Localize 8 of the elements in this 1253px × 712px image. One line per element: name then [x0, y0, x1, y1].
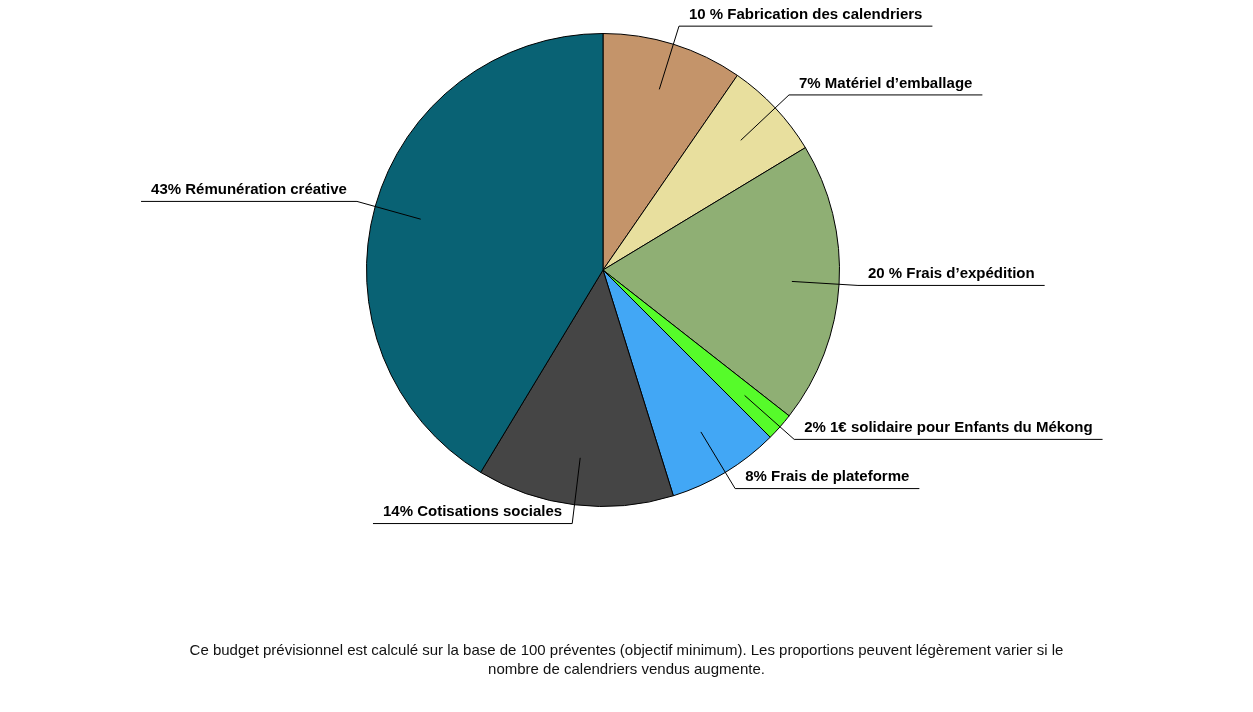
slice-label: 20 % Frais d’expédition	[867, 264, 1035, 282]
slice-label: 14% Cotisations sociales	[382, 502, 563, 520]
slice-label: 8% Frais de plateforme	[745, 467, 910, 485]
slice-label: 2% 1€ solidaire pour Enfants du Mékong	[804, 418, 1093, 436]
text: Ce budget prévisionnel est calculé sur la base de 100 préventes (objectif minimum). Les proportions peuvent légèrement varier si le nombre de calendriers vendus augmente.	[188, 640, 1065, 678]
slice-label: 43% Rémunération créative	[151, 180, 347, 198]
slice-label: 7% Matériel d’emballage	[798, 73, 973, 91]
slice-label: 10 % Fabrication des calendriers	[688, 4, 923, 22]
